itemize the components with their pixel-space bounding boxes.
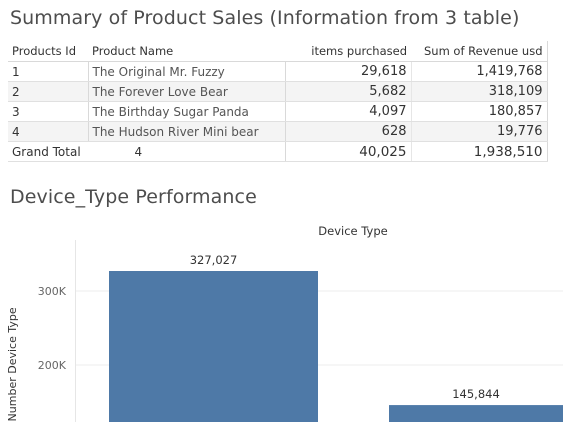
device-type-bar-chart: 200K 300K 327,027 145,844 [38, 240, 563, 422]
table-header-row: Products Id Product Name items purchased… [8, 41, 548, 62]
cell-revenue: 318,109 [410, 81, 548, 102]
header-product-name[interactable]: Product Name [88, 41, 285, 62]
summary-title: Summary of Product Sales (Information fr… [10, 7, 520, 29]
bar [109, 271, 318, 422]
cell-product-id: 3 [8, 101, 88, 122]
cell-items-purchased: 4,097 [284, 101, 411, 122]
table-row[interactable]: 2 The Forever Love Bear 5,682 318,109 [8, 81, 548, 102]
cell-product-name: The Hudson River Mini bear [87, 121, 285, 142]
grand-total-items: 40,025 [284, 141, 411, 162]
bar-value-label: 327,027 [190, 253, 238, 267]
cell-product-name: The Forever Love Bear [87, 81, 285, 102]
cell-items-purchased: 5,682 [284, 81, 411, 102]
cell-product-id: 2 [8, 81, 88, 102]
cell-product-id: 4 [8, 121, 88, 142]
grand-total-label: Grand Total [12, 144, 81, 159]
grand-total-count: 4 [134, 144, 143, 159]
cell-product-name: The Original Mr. Fuzzy [87, 61, 285, 82]
bar [389, 405, 563, 422]
cell-items-purchased: 29,618 [284, 61, 411, 82]
grand-total-row[interactable]: Grand Total 4 40,025 1,938,510 [8, 141, 548, 162]
y-tick-label: 300K [38, 285, 67, 298]
device-section-title: Device_Type Performance [10, 186, 257, 208]
table-row[interactable]: 3 The Birthday Sugar Panda 4,097 180,857 [8, 101, 548, 122]
header-sum-revenue[interactable]: Sum of Revenue usd [411, 41, 548, 62]
table-row[interactable]: 1 The Original Mr. Fuzzy 29,618 1,419,76… [8, 61, 548, 82]
grand-total-cell: Grand Total 4 [8, 141, 285, 162]
cell-product-id: 1 [8, 61, 88, 82]
grand-total-revenue: 1,938,510 [410, 141, 548, 162]
cell-revenue: 1,419,768 [410, 61, 548, 82]
product-sales-table: Products Id Product Name items purchased… [8, 41, 548, 162]
chart-column-header: Device Type [318, 224, 388, 238]
header-items-purchased[interactable]: items purchased [285, 41, 411, 62]
header-products-id[interactable]: Products Id [8, 41, 88, 62]
cell-items-purchased: 628 [284, 121, 411, 142]
table-row[interactable]: 4 The Hudson River Mini bear 628 19,776 [8, 121, 548, 142]
cell-revenue: 19,776 [410, 121, 548, 142]
bar-value-label: 145,844 [452, 387, 500, 401]
y-tick-label: 200K [38, 359, 67, 372]
cell-revenue: 180,857 [410, 101, 548, 122]
cell-product-name: The Birthday Sugar Panda [87, 101, 285, 122]
